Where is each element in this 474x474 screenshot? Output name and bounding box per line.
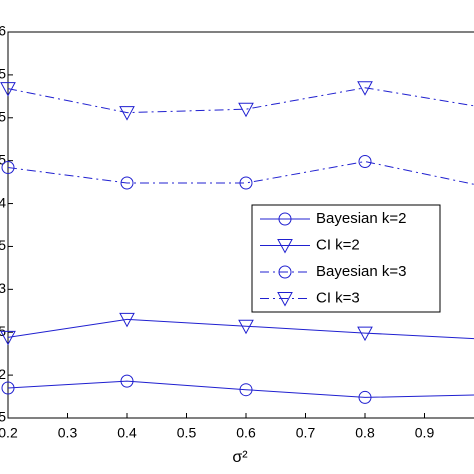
y-tick-label: 5.5 (0, 66, 6, 82)
marker (1, 381, 15, 395)
y-tick-label: 1.5 (0, 409, 6, 425)
x-tick-label: 0.2 (0, 425, 18, 441)
x-axis-label: σ² (232, 449, 248, 466)
legend-label: CI k=3 (316, 289, 360, 306)
x-tick-label: 0.5 (177, 425, 197, 441)
series-line (7, 87, 474, 114)
y-tick-label: 3 (0, 280, 6, 296)
series-line (7, 380, 474, 398)
series-line (7, 161, 474, 185)
marker (238, 102, 254, 118)
marker (0, 82, 16, 97)
marker (1, 161, 15, 175)
y-tick-label: 5 (0, 108, 6, 124)
legend-box (251, 204, 441, 313)
legend-label: Bayesian k=2 (316, 210, 406, 227)
legend-marker (277, 292, 293, 307)
marker (357, 81, 373, 96)
y-tick-label: 3.5 (0, 237, 6, 253)
x-tick-label: 0.7 (296, 425, 316, 441)
marker (239, 176, 253, 190)
legend-label: CI k=2 (316, 236, 360, 253)
x-tick-label: 0.4 (117, 425, 137, 441)
marker (119, 106, 135, 121)
y-tick-label: 4 (0, 194, 6, 210)
marker (0, 330, 16, 346)
legend-marker (277, 239, 293, 254)
y-tick-label: 6 (0, 23, 6, 39)
x-tick-label: 0.6 (236, 425, 256, 441)
y-tick-label: 2 (0, 366, 6, 382)
marker (357, 326, 373, 342)
marker (239, 383, 253, 397)
marker (120, 176, 134, 190)
x-tick-label: 0.9 (415, 425, 435, 441)
x-tick-label: 0.8 (355, 425, 375, 441)
marker (119, 312, 135, 328)
legend-marker (278, 265, 292, 279)
series-line (7, 318, 474, 340)
legend-marker (278, 212, 292, 226)
y-tick-label: 4.5 (0, 151, 6, 167)
marker (358, 390, 372, 404)
marker (238, 319, 254, 335)
marker (358, 155, 372, 169)
marker (120, 374, 134, 388)
legend-label: Bayesian k=3 (316, 263, 406, 280)
x-tick-label: 0.3 (58, 425, 78, 441)
